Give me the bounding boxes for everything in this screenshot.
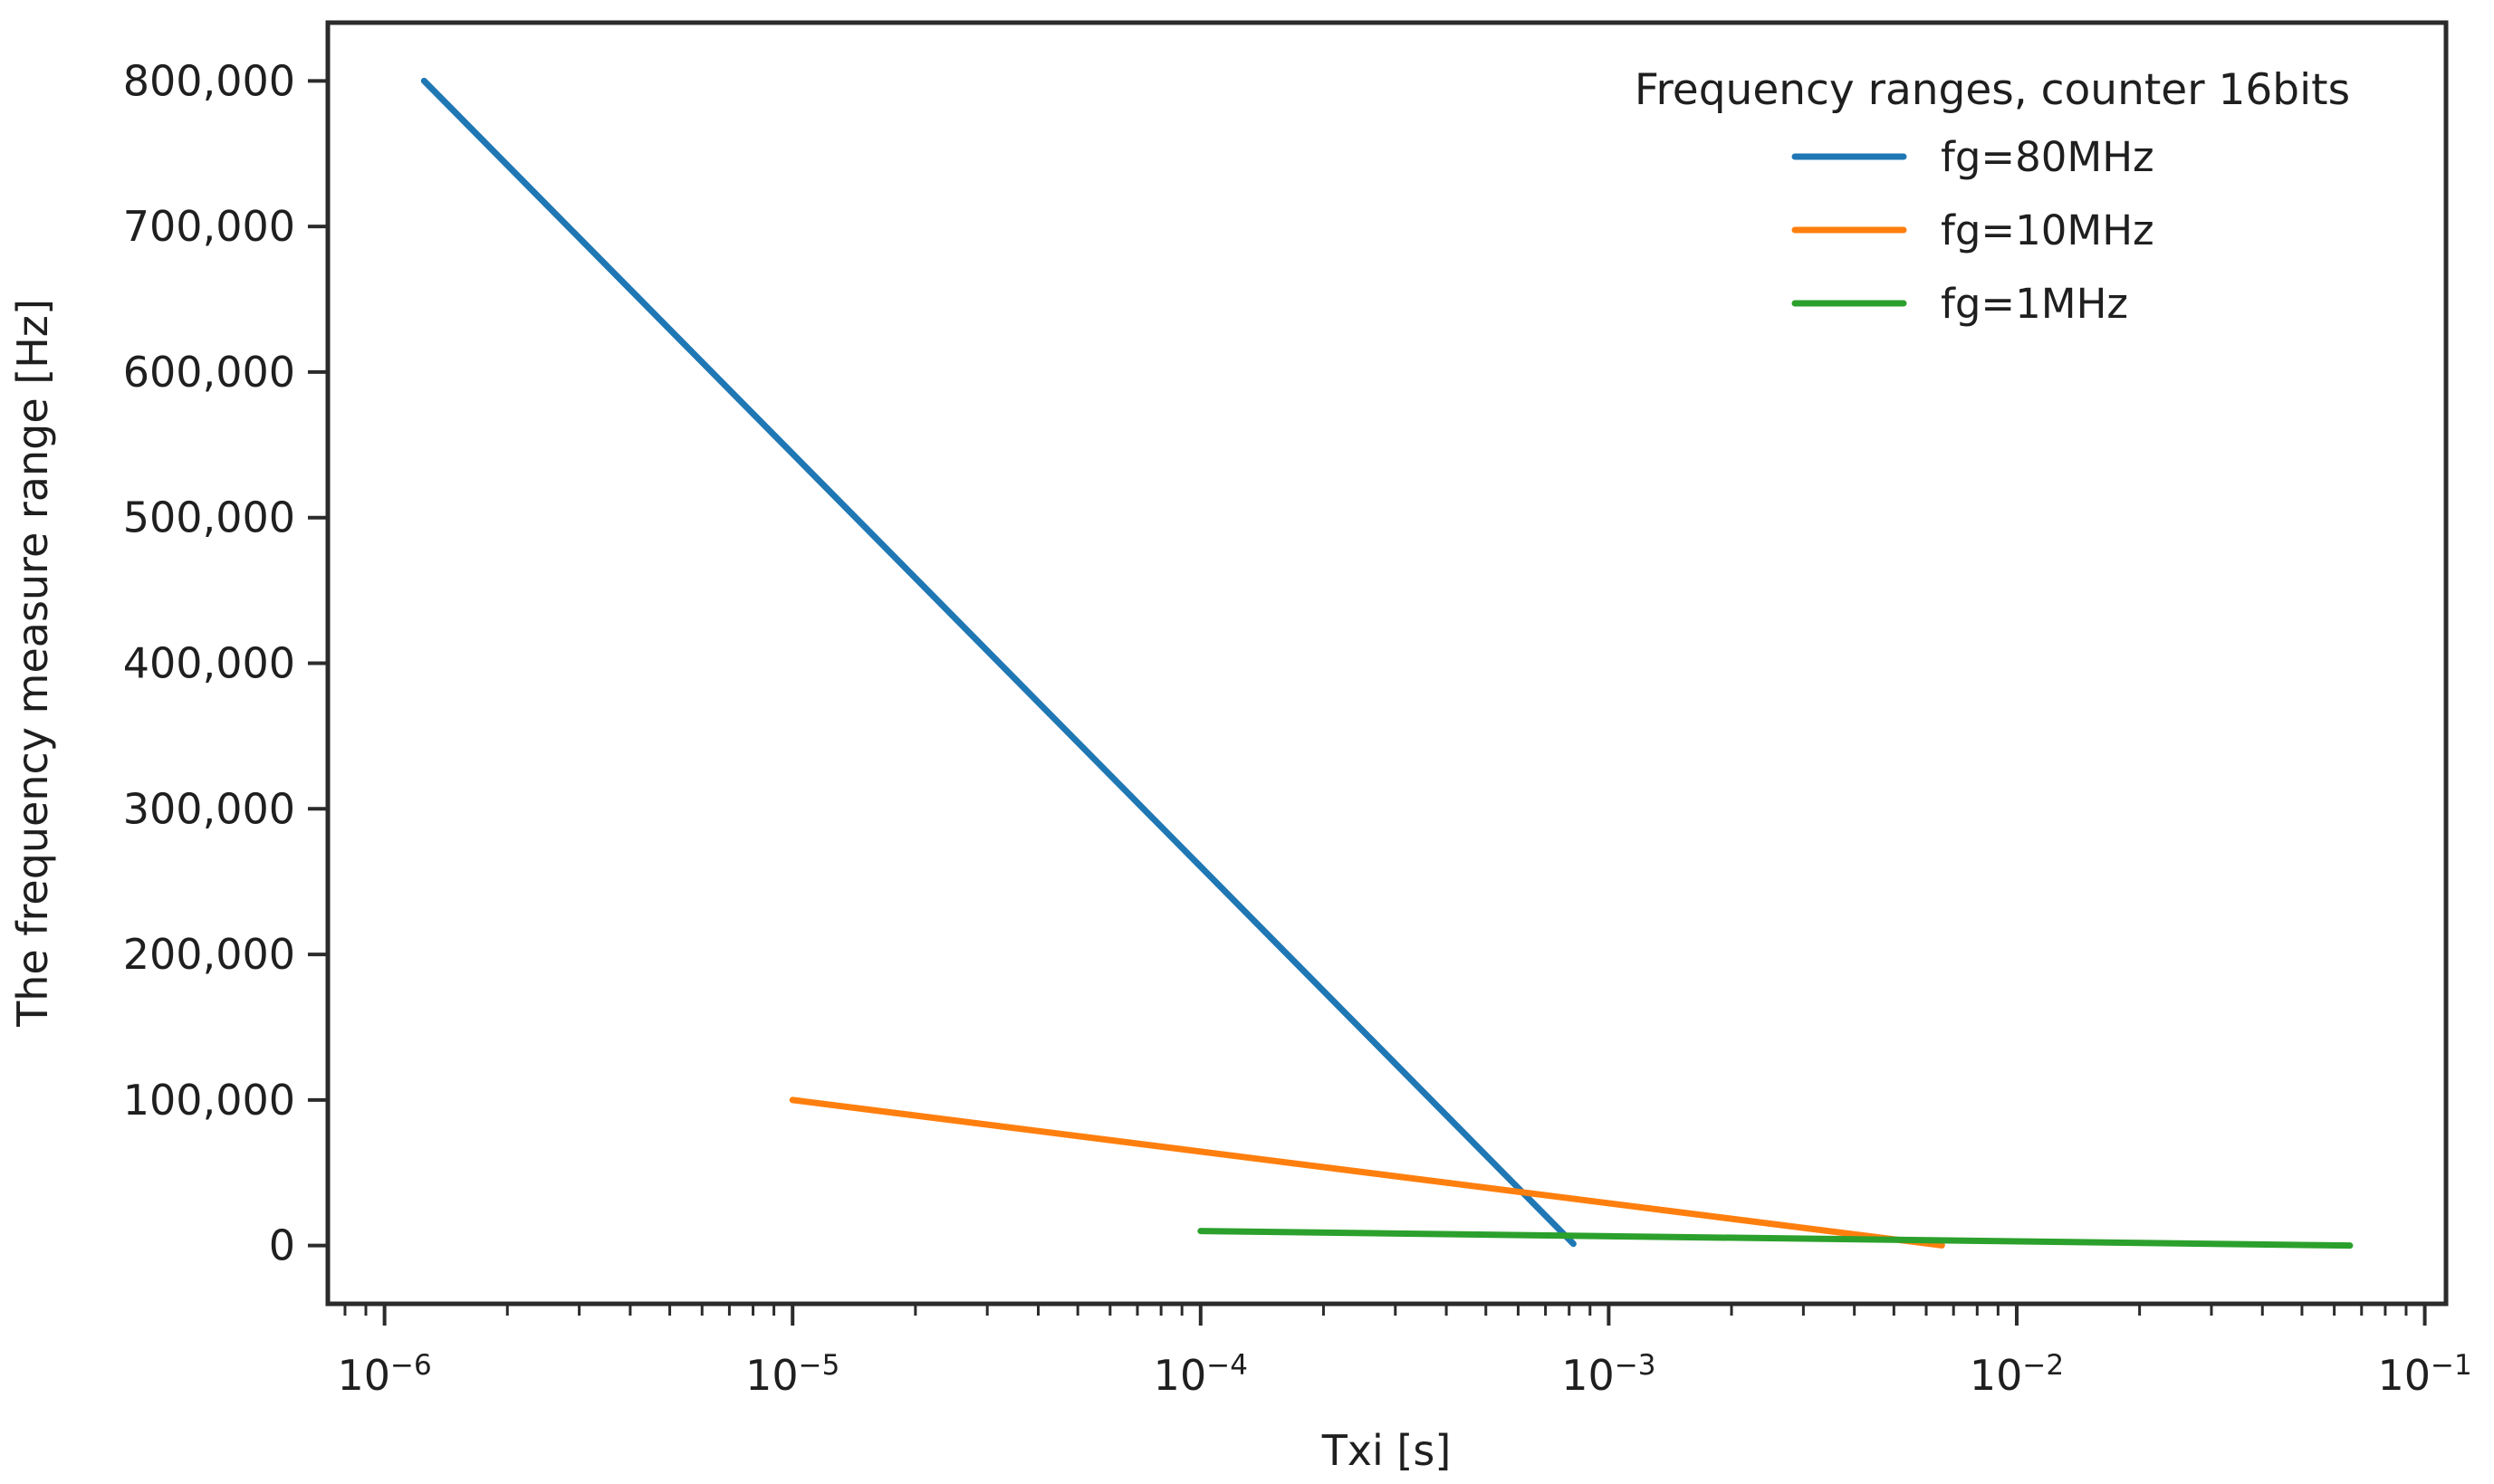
y-tick-label: 300,000	[123, 784, 295, 833]
series-lines	[420, 77, 2354, 1249]
legend: Frequency ranges, counter 16bits fg=80MH…	[1635, 65, 2350, 328]
legend-title: Frequency ranges, counter 16bits	[1635, 65, 2350, 115]
legend-entry: fg=1MHz	[1791, 280, 2128, 328]
legend-label-80mhz: fg=80MHz	[1941, 133, 2154, 181]
x-tick-label: 10−6	[338, 1349, 432, 1400]
y-tick-label: 0	[269, 1221, 295, 1270]
axes: 0 100,000 200,000 300,000 400,000 500,000 600,…	[123, 20, 2472, 1400]
y-tick-label: 400,000	[123, 639, 295, 688]
y-tick-label: 800,000	[123, 56, 295, 105]
legend-entry: fg=10MHz	[1791, 206, 2154, 254]
legend-label-10mhz: fg=10MHz	[1941, 206, 2154, 254]
series-line-fg-1mhz	[1197, 1228, 2354, 1249]
legend-entry: fg=80MHz	[1791, 133, 2154, 181]
y-tick-label: 600,000	[123, 348, 295, 397]
y-tick-label: 100,000	[123, 1076, 295, 1125]
y-axis-label: The frequency measure range [Hz]	[8, 299, 57, 1028]
y-tick-label: 700,000	[123, 202, 295, 251]
legend-label-1mhz: fg=1MHz	[1941, 280, 2128, 328]
x-tick-label: 10−4	[1154, 1349, 1248, 1400]
x-axis-label: Txi [s]	[1321, 1426, 1452, 1475]
x-tick-label: 10−3	[1561, 1349, 1655, 1400]
y-tick-label: 500,000	[123, 493, 295, 542]
x-tick-label: 10−2	[1970, 1349, 2064, 1400]
series-line-fg-10mhz	[789, 1096, 1945, 1249]
series-line-fg-80mhz	[420, 77, 1577, 1248]
y-tick-label: 200,000	[123, 930, 295, 979]
x-tick-label: 10−5	[745, 1349, 839, 1400]
x-tick-label: 10−1	[2377, 1349, 2471, 1400]
